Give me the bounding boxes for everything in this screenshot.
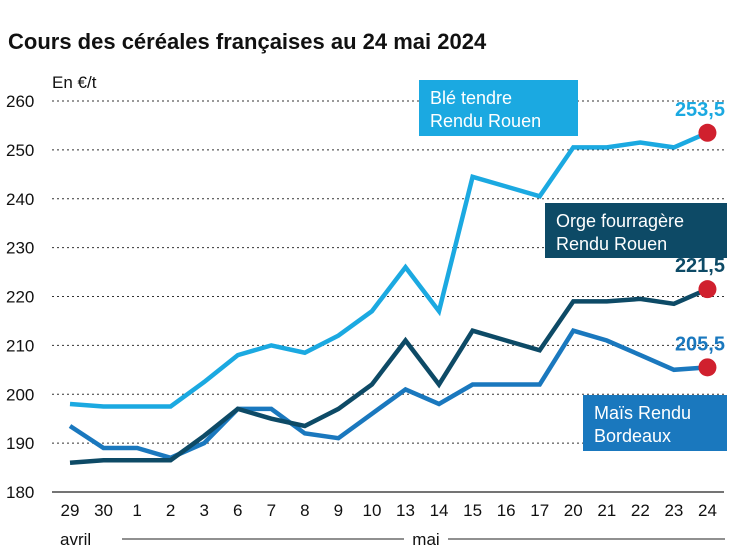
series-lines [68,130,709,465]
x-tick-label: 8 [300,501,309,520]
series-label-text: Orge fourragère [556,211,684,231]
y-tick-label: 220 [6,288,34,307]
x-tick-label: 10 [362,501,381,520]
unit-label: En €/t [52,73,97,92]
series-label-text: Blé tendre [430,88,512,108]
endpoint-value-label: 221,5 [675,255,725,277]
x-tick-label: 6 [233,501,242,520]
month-label-avril: avril [60,530,91,549]
y-tick-label: 210 [6,336,34,355]
series-line-1 [69,287,709,465]
x-tick-label: 16 [497,501,516,520]
x-tick-label: 21 [597,501,616,520]
x-tick-label: 22 [631,501,650,520]
series-label-box [545,203,727,258]
series-label-text: Bordeaux [594,426,671,446]
y-axis-ticks: 180 190 200 210 220 230 240 250 260 [6,92,34,502]
x-tick-label: 9 [334,501,343,520]
y-tick-label: 240 [6,190,34,209]
x-tick-label: 29 [61,501,80,520]
y-tick-label: 180 [6,483,34,502]
series-label-text: Rendu Rouen [556,234,667,254]
month-label-background [404,528,448,550]
x-tick-label: 23 [664,501,683,520]
x-tick-label: 7 [267,501,276,520]
x-axis-ticks: 29 30 1 2 3 6 7 8 9 10 13 14 15 16 17 20 21 22 23 24 [61,501,717,520]
series-line-0 [69,130,709,409]
x-tick-label: 14 [430,501,449,520]
value-labels: 253,5 221,5 205,5 [675,99,725,356]
x-tick-label: 3 [199,501,208,520]
y-tick-label: 250 [6,141,34,160]
x-tick-label: 20 [564,501,583,520]
series-label-box [419,80,578,136]
chart-title: Cours des céréales françaises au 24 mai … [8,29,487,54]
y-tick-label: 260 [6,92,34,111]
y-tick-label: 190 [6,434,34,453]
x-tick-label: 30 [94,501,113,520]
y-tick-label: 200 [6,385,34,404]
endpoint-marker [698,123,717,142]
y-tick-label: 230 [6,239,34,258]
month-labels: avril mai [60,528,725,550]
x-tick-label: 17 [530,501,549,520]
gridlines [52,100,724,493]
x-tick-label: 13 [396,501,415,520]
endpoint-marker [698,280,717,299]
endpoint-marker [698,358,717,377]
series-label-box [583,395,727,451]
endpoint-value-label: 205,5 [675,333,725,355]
month-label-mai: mai [412,530,439,549]
endpoint-markers [698,123,717,377]
endpoint-value-label: 253,5 [675,99,725,121]
x-tick-label: 1 [132,501,141,520]
x-tick-label: 24 [698,501,717,520]
series-label-text: Rendu Rouen [430,111,541,131]
x-tick-label: 2 [166,501,175,520]
series-label-text: Maïs Rendu [594,403,691,423]
x-tick-label: 15 [463,501,482,520]
series-labels: Blé tendre Rendu Rouen Orge fourragère Rend… [419,80,727,451]
